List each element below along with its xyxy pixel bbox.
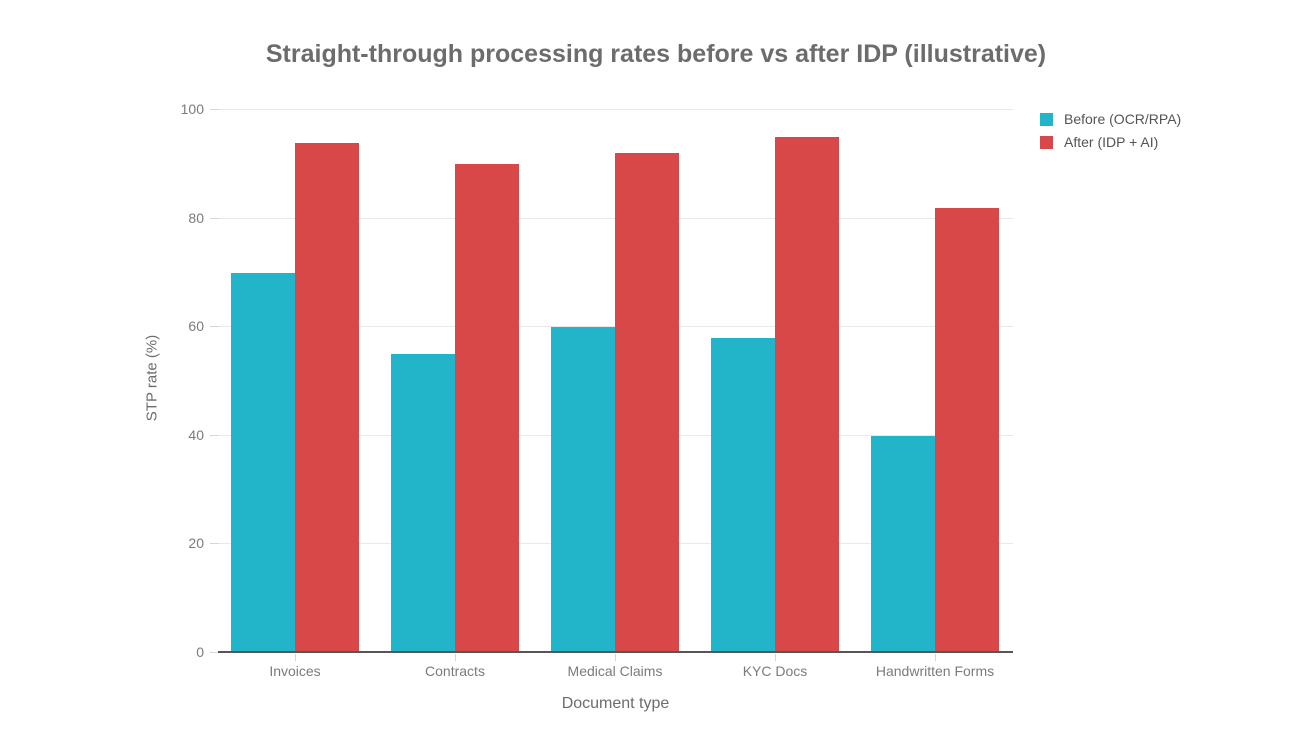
y-tick-mark: [210, 109, 219, 110]
y-tick-mark: [210, 652, 219, 653]
x-tick-mark: [775, 654, 776, 661]
y-tick-label: 100: [180, 101, 204, 117]
y-tick-label: 60: [188, 318, 204, 335]
bar: [231, 272, 295, 653]
x-tick-mark: [935, 654, 936, 661]
x-tick-label: Contracts: [425, 663, 485, 679]
x-tick-mark: [455, 654, 456, 661]
legend-swatch-icon: [1040, 112, 1053, 126]
y-tick-mark: [210, 434, 219, 436]
x-tick-label: Invoices: [269, 663, 321, 679]
legend-item[interactable]: Before (OCR/RPA): [1040, 111, 1181, 127]
x-axis-title: Document type: [561, 695, 670, 712]
bar: [391, 354, 455, 653]
y-tick-mark: [210, 217, 219, 219]
y-tick-mark: [210, 326, 219, 328]
legend-label: Before (OCR/RPA): [1064, 111, 1182, 127]
bar: [871, 435, 935, 653]
legend-item[interactable]: After (IDP + AI): [1040, 134, 1181, 150]
legend-label: After (IDP + AI): [1064, 134, 1159, 150]
gridline: [218, 109, 1013, 110]
legend-swatch-icon: [1040, 135, 1053, 149]
x-tick-mark: [295, 654, 296, 661]
x-tick-label: Medical Claims: [567, 663, 663, 679]
x-tick-label: KYC Docs: [742, 663, 808, 679]
y-tick-label: 40: [188, 426, 204, 443]
chart-title: Straight-through processing rates before…: [265, 40, 1047, 68]
bar: [711, 338, 775, 653]
legend: Before (OCR/RPA) After (IDP + AI): [1040, 111, 1181, 157]
plot-area: [210, 104, 1013, 661]
bar: [615, 153, 679, 653]
bar: [455, 164, 519, 653]
y-tick-label: 20: [188, 535, 204, 552]
x-tick-mark: [615, 654, 616, 661]
y-axis-title: STP rate (%): [143, 334, 161, 422]
bar: [551, 327, 615, 653]
x-tick-label: Handwritten Forms: [875, 663, 995, 679]
bar: [295, 142, 359, 653]
bar: [775, 137, 839, 653]
y-tick-label: 80: [188, 209, 204, 226]
y-tick-mark: [210, 543, 219, 545]
y-tick-label: 0: [196, 644, 204, 660]
bar: [935, 207, 999, 653]
x-axis-line: [218, 651, 1013, 653]
